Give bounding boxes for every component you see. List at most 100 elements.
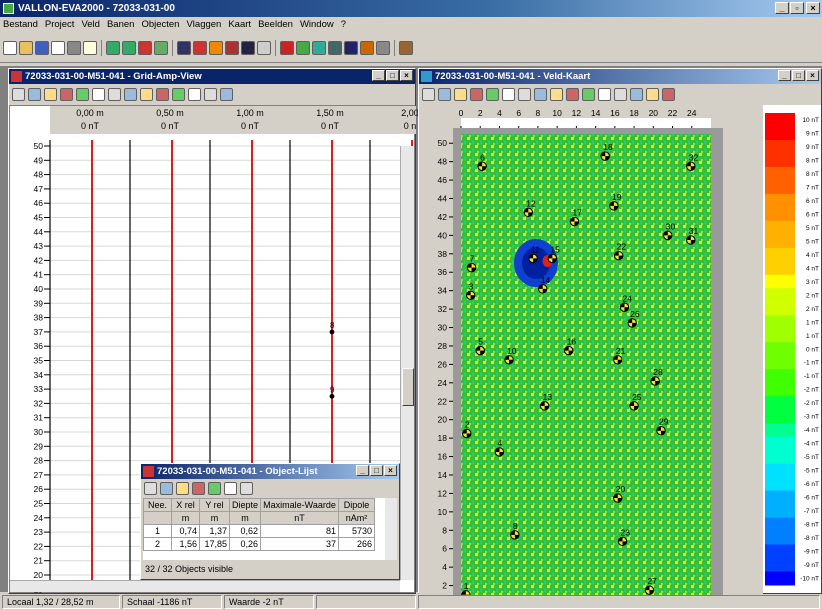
- map-object-marker[interactable]: 6: [477, 152, 487, 171]
- maptools-button-15[interactable]: [662, 87, 675, 101]
- close-icon[interactable]: ×: [400, 70, 413, 81]
- objtools-button-3[interactable]: [192, 481, 205, 495]
- maximize-icon[interactable]: □: [370, 465, 383, 476]
- map-object-marker[interactable]: 24: [619, 293, 632, 312]
- grid-object-marker[interactable]: [329, 393, 335, 399]
- toolbar-button-24[interactable]: [360, 40, 374, 55]
- toolbar-button-21[interactable]: [312, 40, 326, 55]
- grid-vscrollbar[interactable]: [400, 146, 414, 580]
- map-object-marker[interactable]: 19: [609, 192, 622, 211]
- map-object-marker[interactable]: 23: [617, 527, 630, 547]
- toolbar-button-4[interactable]: [67, 40, 81, 55]
- map-object-marker[interactable]: 20: [613, 484, 626, 503]
- maptools-button-10[interactable]: [582, 87, 595, 101]
- maptools-button-4[interactable]: [486, 87, 499, 101]
- toolbar-button-19[interactable]: [280, 40, 294, 55]
- map-object-marker[interactable]: 28: [650, 367, 663, 386]
- map-object-marker[interactable]: 4: [494, 438, 505, 457]
- close-icon[interactable]: ×: [806, 2, 820, 14]
- map-object-marker[interactable]: 1: [461, 581, 471, 595]
- menu-item-3[interactable]: Banen: [106, 19, 135, 30]
- map-object-marker[interactable]: 16: [563, 337, 576, 356]
- toolbar-button-25[interactable]: [376, 40, 390, 55]
- toolbar-button-5[interactable]: [83, 40, 97, 55]
- map-object-marker[interactable]: 15: [547, 244, 560, 264]
- toolbar-button-10[interactable]: [154, 40, 168, 55]
- grid-object-marker[interactable]: [329, 329, 335, 335]
- toolbar-button-27[interactable]: [399, 40, 413, 55]
- toolbar-button-17[interactable]: [257, 40, 271, 55]
- minimize-icon[interactable]: _: [778, 70, 791, 81]
- map-object-marker[interactable]: 22: [613, 242, 626, 261]
- gridtools-button-1[interactable]: [28, 87, 41, 101]
- toolbar-button-1[interactable]: [19, 40, 33, 55]
- menu-item-9[interactable]: ?: [340, 19, 347, 30]
- menu-item-1[interactable]: Project: [44, 19, 75, 30]
- objtools-button-4[interactable]: [208, 481, 221, 495]
- map-object-marker[interactable]: 30: [663, 221, 676, 241]
- map-object-marker[interactable]: 32: [686, 152, 699, 171]
- toolbar-button-8[interactable]: [122, 40, 136, 55]
- maptools-button-11[interactable]: [598, 87, 611, 101]
- map-object-marker[interactable]: 5: [475, 337, 485, 356]
- maptools-button-12[interactable]: [614, 87, 627, 101]
- gridtools-button-4[interactable]: [76, 87, 89, 101]
- objtools-button-0[interactable]: [144, 481, 157, 495]
- minimize-icon[interactable]: _: [372, 70, 385, 81]
- maptools-button-5[interactable]: [502, 87, 515, 101]
- maptools-button-3[interactable]: [470, 87, 483, 101]
- map-object-marker[interactable]: 8: [510, 521, 520, 540]
- toolbar-button-9[interactable]: [138, 40, 152, 55]
- toolbar-button-0[interactable]: [3, 40, 17, 55]
- objtools-button-5[interactable]: [224, 481, 237, 495]
- toolbar-button-7[interactable]: [106, 40, 120, 55]
- menu-item-2[interactable]: Veld: [81, 19, 100, 30]
- menu-item-0[interactable]: Bestand: [3, 19, 38, 30]
- map-object-marker[interactable]: 26: [627, 309, 640, 328]
- toolbar-button-14[interactable]: [209, 40, 223, 55]
- maptools-button-13[interactable]: [630, 87, 643, 101]
- toolbar-button-2[interactable]: [35, 40, 49, 55]
- maximize-icon[interactable]: □: [386, 70, 399, 81]
- gridtools-button-6[interactable]: [108, 87, 121, 101]
- map-object-marker[interactable]: 18: [600, 142, 613, 161]
- map-object-marker[interactable]: 13: [539, 392, 552, 411]
- menu-item-7[interactable]: Beelden: [258, 19, 293, 30]
- gridtools-button-9[interactable]: [156, 87, 169, 101]
- objtools-button-6[interactable]: [240, 481, 253, 495]
- restore-icon[interactable]: ▫: [790, 2, 804, 14]
- map-object-marker[interactable]: 2: [462, 420, 472, 439]
- map-object-marker[interactable]: 25: [629, 392, 642, 411]
- map-object-marker[interactable]: 10: [504, 346, 517, 365]
- veld-kaart-map[interactable]: 0 2 4 6 8 10 12 14 16 18 20 22 245048464442403836343…: [419, 105, 763, 595]
- map-object-marker[interactable]: 11: [528, 244, 540, 264]
- table-row[interactable]: 1 0,74 1,37 0,62 81 5730: [143, 524, 376, 538]
- menu-item-5[interactable]: Vlaggen: [186, 19, 222, 30]
- toolbar-button-3[interactable]: [51, 40, 65, 55]
- maptools-button-0[interactable]: [422, 87, 435, 101]
- gridtools-button-8[interactable]: [140, 87, 153, 101]
- grid-scroll-thumb[interactable]: [402, 368, 414, 406]
- menu-item-4[interactable]: Objecten: [141, 19, 180, 30]
- table-row[interactable]: 2 1,56 17,85 0,26 37 266: [143, 537, 376, 551]
- map-object-marker[interactable]: 17: [569, 208, 582, 227]
- toolbar-button-22[interactable]: [328, 40, 342, 55]
- maptools-button-8[interactable]: [550, 87, 563, 101]
- map-canvas-area[interactable]: 0 2 4 6 8 10 12 14 16 18 20 22 24 50 48 46 44 42 40 38 36 34 3…: [419, 105, 763, 595]
- map-object-marker[interactable]: 3: [465, 281, 476, 300]
- gridtools-button-5[interactable]: [92, 87, 105, 101]
- toolbar-button-23[interactable]: [344, 40, 358, 55]
- maptools-button-14[interactable]: [646, 87, 659, 101]
- close-icon[interactable]: ×: [806, 70, 819, 81]
- menu-item-8[interactable]: Window: [299, 19, 334, 30]
- menu-item-6[interactable]: Kaart: [228, 19, 252, 30]
- toolbar-button-20[interactable]: [296, 40, 310, 55]
- maptools-button-2[interactable]: [454, 87, 467, 101]
- gridtools-button-12[interactable]: [204, 87, 217, 101]
- map-object-marker[interactable]: 27: [644, 576, 657, 595]
- grid-hscrollbar[interactable]: [10, 580, 400, 592]
- gridtools-button-3[interactable]: [60, 87, 73, 101]
- gridtools-button-2[interactable]: [44, 87, 57, 101]
- map-object-marker[interactable]: 31: [686, 226, 699, 245]
- maptools-button-6[interactable]: [518, 87, 531, 101]
